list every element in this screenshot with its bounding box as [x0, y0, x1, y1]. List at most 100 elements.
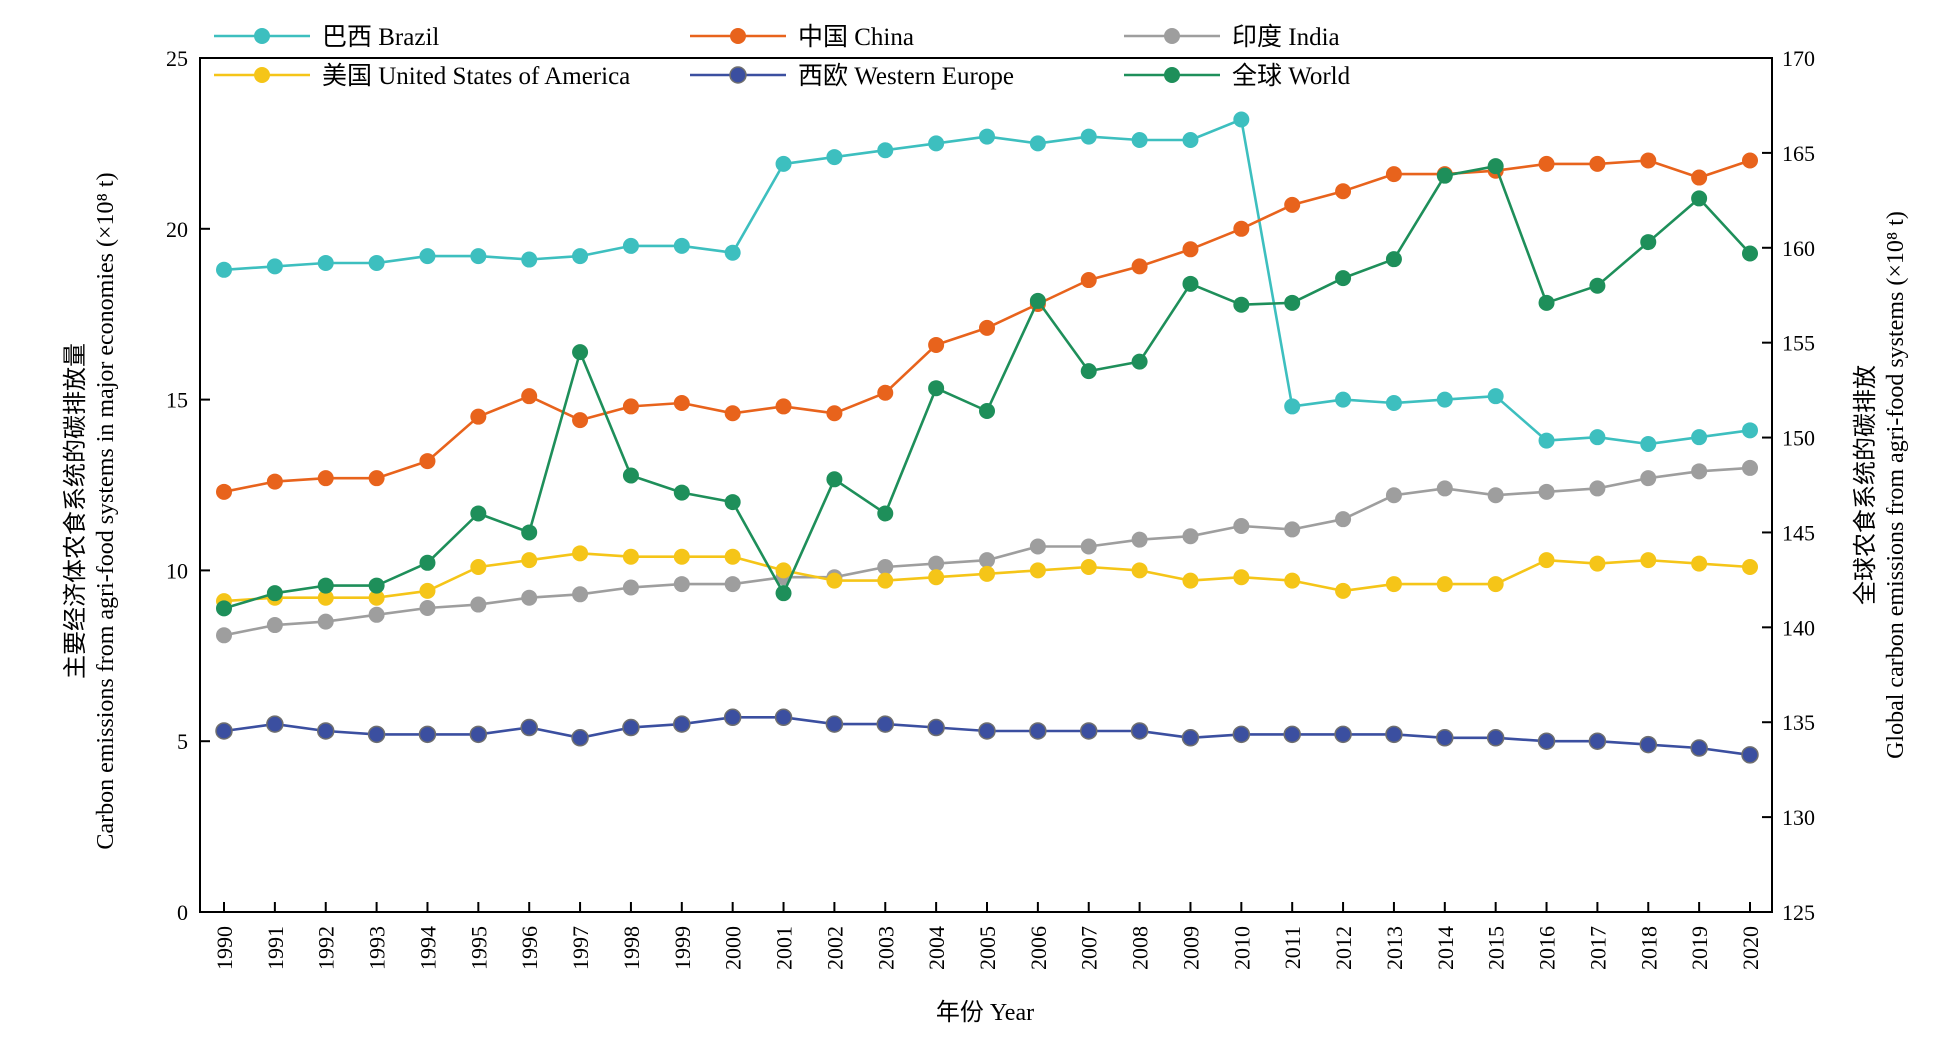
data-point: [928, 380, 945, 397]
legend-marker: [1164, 28, 1180, 44]
data-point: [1130, 722, 1149, 740]
data-point: [622, 398, 639, 415]
data-point: [317, 254, 334, 271]
data-point: [317, 470, 334, 487]
data-point: [724, 494, 741, 511]
data-point: [368, 606, 385, 623]
data-point: [928, 569, 945, 586]
data-point: [826, 405, 843, 422]
data-point: [1284, 572, 1301, 589]
data-point: [622, 548, 639, 565]
data-point: [1742, 558, 1758, 575]
data-point: [1691, 463, 1708, 480]
data-point: [266, 617, 283, 634]
data-point: [1029, 538, 1046, 555]
data-point: [521, 388, 538, 405]
data-point: [216, 483, 232, 500]
data-point: [215, 722, 233, 740]
data-point: [216, 261, 232, 278]
data-point: [1487, 487, 1504, 504]
data-point: [1080, 558, 1097, 575]
data-point: [673, 484, 690, 501]
data-point: [1589, 155, 1606, 172]
data-point: [520, 718, 538, 737]
legend-marker: [730, 28, 746, 44]
data-point: [1131, 131, 1148, 148]
series-line: [223, 164, 1751, 610]
data-point: [1335, 582, 1352, 599]
data-point: [1538, 155, 1555, 172]
data-point: [266, 585, 283, 602]
data-point: [1335, 391, 1352, 408]
data-point: [826, 572, 843, 589]
data-point: [572, 545, 589, 562]
data-point: [1182, 572, 1199, 589]
right-y-tick-label: 165: [1782, 141, 1815, 166]
x-tick-label: 1995: [466, 926, 491, 970]
data-point: [1233, 517, 1250, 534]
data-point: [521, 251, 538, 268]
axes: 0 5 10 15 20 25 125 130 135 140 145 150 155 160 165 170…: [166, 46, 1815, 970]
data-point: [572, 586, 589, 603]
legend-entry: 美国 United States of America: [214, 62, 630, 90]
data-point: [1436, 576, 1453, 593]
right-y-axis-title-line2: Global carbon emissions from agri-food s…: [1883, 211, 1909, 759]
x-tick-label: 2017: [1585, 926, 1610, 970]
legend-entry: 中国 China: [690, 23, 914, 51]
plot-frame: [199, 57, 1773, 913]
data-point: [979, 128, 995, 145]
data-point: [1589, 277, 1606, 294]
data-point: [1283, 725, 1301, 744]
legend: 巴西 Brazil 中国 China 印度 India 美国 United State…: [214, 23, 1351, 90]
data-point: [775, 585, 792, 602]
right-y-tick-label: 130: [1782, 805, 1815, 830]
data-point: [1385, 576, 1402, 593]
data-point: [1487, 388, 1504, 405]
data-point: [1691, 190, 1708, 207]
data-point: [1233, 569, 1250, 586]
x-tick-label: 2003: [873, 926, 898, 970]
data-point: [928, 135, 945, 152]
left-y-tick-label: 10: [166, 558, 188, 583]
data-point: [572, 248, 589, 265]
left-y-tick-label: 15: [166, 388, 188, 413]
data-point: [877, 505, 894, 522]
x-tick-label: 1996: [517, 926, 542, 970]
legend-label: 印度 India: [1232, 23, 1340, 51]
data-point: [979, 565, 995, 582]
data-point: [1080, 272, 1097, 289]
data-point: [1334, 725, 1352, 744]
data-point: [1639, 735, 1658, 754]
data-point: [1487, 158, 1504, 175]
data-point: [1181, 729, 1200, 747]
data-point: [826, 471, 843, 488]
data-point: [1182, 131, 1199, 148]
data-point: [419, 599, 436, 616]
data-point: [266, 715, 284, 733]
data-point: [419, 453, 436, 470]
x-tick-label: 1997: [568, 926, 593, 970]
x-tick-label: 2002: [822, 926, 847, 970]
legend-label: 巴西 Brazil: [322, 24, 439, 51]
data-point: [1080, 128, 1097, 145]
data-point: [1436, 391, 1453, 408]
right-y-tick-label: 135: [1782, 710, 1815, 735]
data-point: [1691, 429, 1708, 446]
data-point: [266, 258, 283, 275]
x-axis-title: 年份 Year: [936, 999, 1034, 1026]
data-point: [1538, 552, 1555, 569]
data-point: [1335, 511, 1352, 528]
x-tick-label: 1990: [212, 926, 237, 970]
data-point: [470, 248, 487, 265]
x-tick-label: 2007: [1077, 926, 1102, 970]
data-point: [1131, 531, 1148, 548]
data-point: [673, 237, 690, 254]
x-tick-label: 1994: [415, 926, 440, 970]
data-point: [979, 552, 995, 569]
data-point: [927, 718, 945, 737]
legend-marker: [254, 67, 270, 83]
data-point: [419, 554, 436, 571]
right-y-tick-label: 145: [1782, 520, 1815, 545]
data-point: [1029, 292, 1046, 309]
